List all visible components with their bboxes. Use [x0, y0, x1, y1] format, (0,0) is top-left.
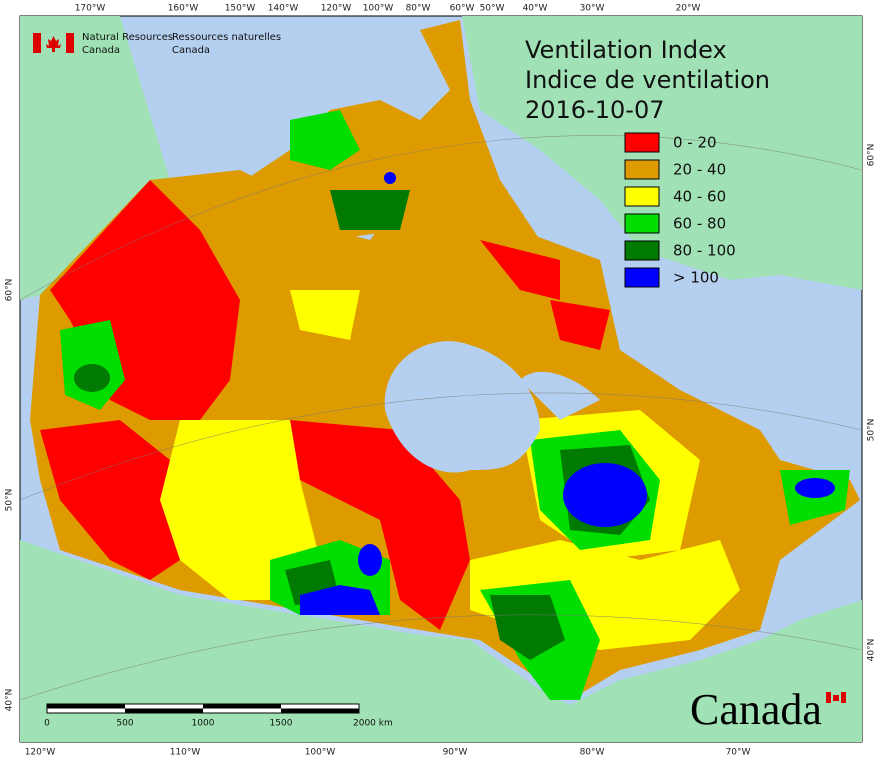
- legend-swatch: [624, 213, 660, 234]
- scale-label: 1500: [270, 719, 293, 729]
- longitude-label: 50°W: [480, 4, 505, 14]
- longitude-label: 170°W: [75, 4, 106, 14]
- graticule-lines: [19, 135, 863, 701]
- flag-bar: [826, 692, 831, 703]
- scale-label: 500: [116, 719, 133, 729]
- flag-bar: [66, 33, 74, 53]
- scale-label: 1000: [192, 719, 215, 729]
- latitude-label: 40°N: [5, 689, 15, 712]
- legend-swatch: [624, 159, 660, 180]
- title-line: 2016-10-07: [525, 96, 664, 124]
- longitude-label: 110°W: [170, 748, 201, 758]
- other-land: [20, 16, 862, 742]
- longitude-label: 60°W: [450, 4, 475, 14]
- latitude-label: 40°N: [867, 639, 877, 662]
- zone: [384, 172, 396, 184]
- legend-swatch: [624, 186, 660, 207]
- greenland: [462, 16, 862, 290]
- scale-segment: [47, 704, 125, 709]
- zone: [490, 595, 565, 660]
- scale-segment: [281, 708, 359, 713]
- org-name-en: Canada: [82, 45, 120, 56]
- flag-bar: [33, 33, 41, 53]
- legend-label: 20 - 40: [673, 161, 726, 179]
- latitude-label: 60°N: [867, 144, 877, 167]
- maple-leaf: [46, 36, 61, 52]
- logo: [33, 33, 74, 53]
- org-name-en: Natural Resources: [82, 32, 173, 43]
- legend-swatch: [624, 267, 660, 288]
- longitude-label: 20°W: [676, 4, 701, 14]
- longitude-label: 90°W: [443, 748, 468, 758]
- longitude-label: 100°W: [363, 4, 394, 14]
- longitude-label: 150°W: [225, 4, 256, 14]
- legend-label: 80 - 100: [673, 242, 736, 260]
- longitude-label: 120°W: [321, 4, 352, 14]
- zone: [74, 364, 110, 392]
- longitude-label: 70°W: [726, 748, 751, 758]
- scale-bar: [46, 703, 360, 714]
- title-line: Ventilation Index: [525, 36, 727, 64]
- longitude-label: 40°W: [523, 4, 548, 14]
- legend-label: 40 - 60: [673, 188, 726, 206]
- zone: [290, 110, 360, 170]
- zone: [480, 240, 560, 300]
- wordmark-flag: [826, 692, 846, 703]
- scale-label: 2000 km: [353, 719, 393, 729]
- legend-label: 0 - 20: [673, 134, 717, 152]
- alaska: [20, 16, 170, 300]
- legend-label: > 100: [673, 269, 719, 287]
- scale-segment: [203, 704, 281, 709]
- graticule-line: [19, 614, 863, 701]
- zone: [230, 20, 540, 250]
- zone: [40, 420, 180, 580]
- latitude-label: 60°N: [5, 279, 15, 302]
- longitude-label: 160°W: [168, 4, 199, 14]
- zone: [358, 544, 382, 576]
- zone: [563, 463, 647, 527]
- longitude-label: 100°W: [305, 748, 336, 758]
- zone: [300, 585, 380, 615]
- zone: [795, 478, 835, 498]
- scale-label: 0: [44, 719, 50, 729]
- longitude-label: 30°W: [580, 4, 605, 14]
- zone: [160, 420, 320, 600]
- zone: [290, 290, 360, 340]
- latitude-label: 50°N: [5, 489, 15, 512]
- latitude-label: 50°N: [867, 419, 877, 442]
- legend-swatch: [624, 132, 660, 153]
- flag-bar: [841, 692, 846, 703]
- hudson-strait: [520, 371, 600, 420]
- scale-segment: [125, 708, 203, 713]
- hudson-bay: [384, 341, 540, 473]
- legend-label: 60 - 80: [673, 215, 726, 233]
- usa: [20, 540, 862, 742]
- maple-leaf: [833, 695, 839, 701]
- zone: [290, 420, 470, 630]
- legend-swatch: [624, 240, 660, 261]
- zone: [550, 300, 610, 350]
- longitude-label: 120°W: [25, 748, 56, 758]
- title-line: Indice de ventilation: [525, 66, 770, 94]
- org-name-fr: Canada: [172, 45, 210, 56]
- longitude-label: 80°W: [406, 4, 431, 14]
- longitude-label: 140°W: [268, 4, 299, 14]
- wordmark: Canada: [690, 685, 822, 734]
- zone: [330, 190, 410, 230]
- graticule-line: [19, 392, 863, 501]
- graticule-line: [19, 135, 863, 301]
- org-name-fr: Ressources naturelles: [172, 32, 281, 43]
- longitude-label: 80°W: [580, 748, 605, 758]
